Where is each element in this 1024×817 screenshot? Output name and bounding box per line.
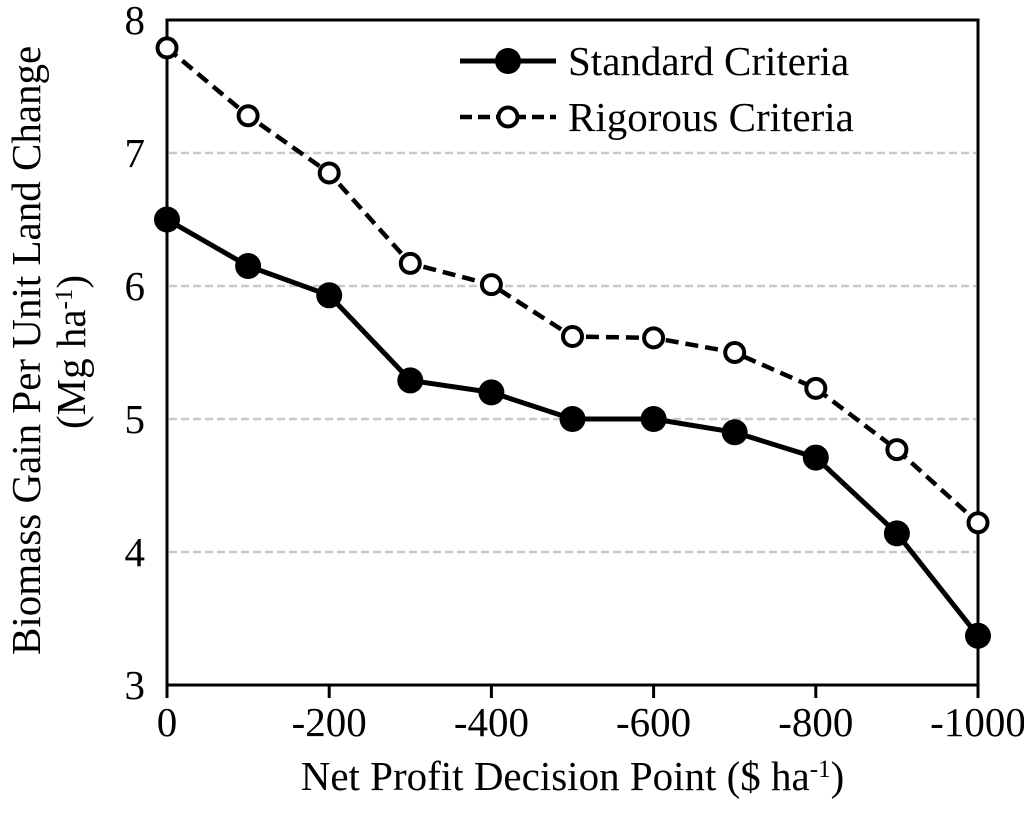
x-tick-label--800: -800 bbox=[778, 699, 853, 745]
y-axis-title-line1: Biomass Gain Per Unit Land Change bbox=[3, 45, 49, 655]
marker-rigorous-criteria--400 bbox=[479, 273, 503, 297]
marker-standard-criteria--800 bbox=[802, 444, 829, 471]
legend: Standard Criteria Rigorous Criteria bbox=[458, 36, 854, 142]
marker-rigorous-criteria--300 bbox=[398, 251, 422, 275]
y-axis-unit-superscript: -1 bbox=[51, 288, 79, 310]
plot-border bbox=[165, 18, 980, 687]
legend-dashed-line-open-circle-icon bbox=[460, 105, 556, 129]
marker-rigorous-criteria-0 bbox=[155, 36, 179, 60]
x-axis-unit-superscript: -1 bbox=[809, 756, 831, 783]
marker-standard-criteria--600 bbox=[640, 406, 667, 432]
y-tick-label-3: 3 bbox=[125, 662, 146, 708]
x-tick-label-0: 0 bbox=[157, 699, 178, 745]
x-tick-label--200: -200 bbox=[292, 699, 367, 745]
legend-solid-line-filled-circle-icon bbox=[460, 48, 556, 74]
marker-rigorous-criteria--800 bbox=[804, 376, 828, 400]
marker-standard-criteria-0 bbox=[154, 206, 180, 233]
x-tick-label--1000: -1000 bbox=[930, 699, 1024, 745]
marker-rigorous-criteria--1000 bbox=[966, 511, 990, 535]
legend-item-rigorous-criteria: Rigorous Criteria bbox=[458, 92, 854, 142]
x-axis-title: Net Profit Decision Point ($ ha-1) bbox=[300, 753, 845, 799]
marker-rigorous-criteria--600 bbox=[642, 326, 666, 350]
y-tick-label-5: 5 bbox=[125, 396, 146, 442]
y-tick-label-7: 7 bbox=[125, 130, 146, 176]
marker-rigorous-criteria--100 bbox=[236, 104, 260, 128]
legend-label-standard-criteria: Standard Criteria bbox=[568, 38, 850, 84]
marker-rigorous-criteria--900 bbox=[885, 438, 909, 462]
marker-standard-criteria--100 bbox=[235, 253, 262, 280]
marker-standard-criteria--300 bbox=[397, 367, 424, 394]
marker-rigorous-criteria--500 bbox=[561, 325, 584, 349]
x-tick-label--600: -600 bbox=[616, 699, 691, 745]
y-tick-label-4: 4 bbox=[125, 529, 146, 575]
marker-rigorous-criteria--200 bbox=[317, 161, 341, 185]
marker-standard-criteria--1000 bbox=[965, 622, 991, 649]
y-axis-title: Biomass Gain Per Unit Land Change (Mg ha… bbox=[3, 45, 95, 655]
marker-standard-criteria--500 bbox=[559, 406, 586, 432]
marker-standard-criteria--900 bbox=[883, 520, 910, 547]
marker-standard-criteria--700 bbox=[721, 419, 748, 446]
y-tick-label-8: 8 bbox=[125, 0, 146, 43]
marker-standard-criteria--400 bbox=[478, 379, 505, 406]
y-axis-title-line2: (Mg ha-1) bbox=[48, 274, 95, 430]
y-tick-label-6: 6 bbox=[125, 263, 146, 309]
legend-label-rigorous-criteria: Rigorous Criteria bbox=[568, 94, 854, 140]
marker-standard-criteria--200 bbox=[316, 282, 343, 309]
legend-item-standard-criteria: Standard Criteria bbox=[458, 36, 854, 86]
marker-rigorous-criteria--700 bbox=[723, 341, 747, 364]
x-tick-label--400: -400 bbox=[454, 699, 529, 745]
